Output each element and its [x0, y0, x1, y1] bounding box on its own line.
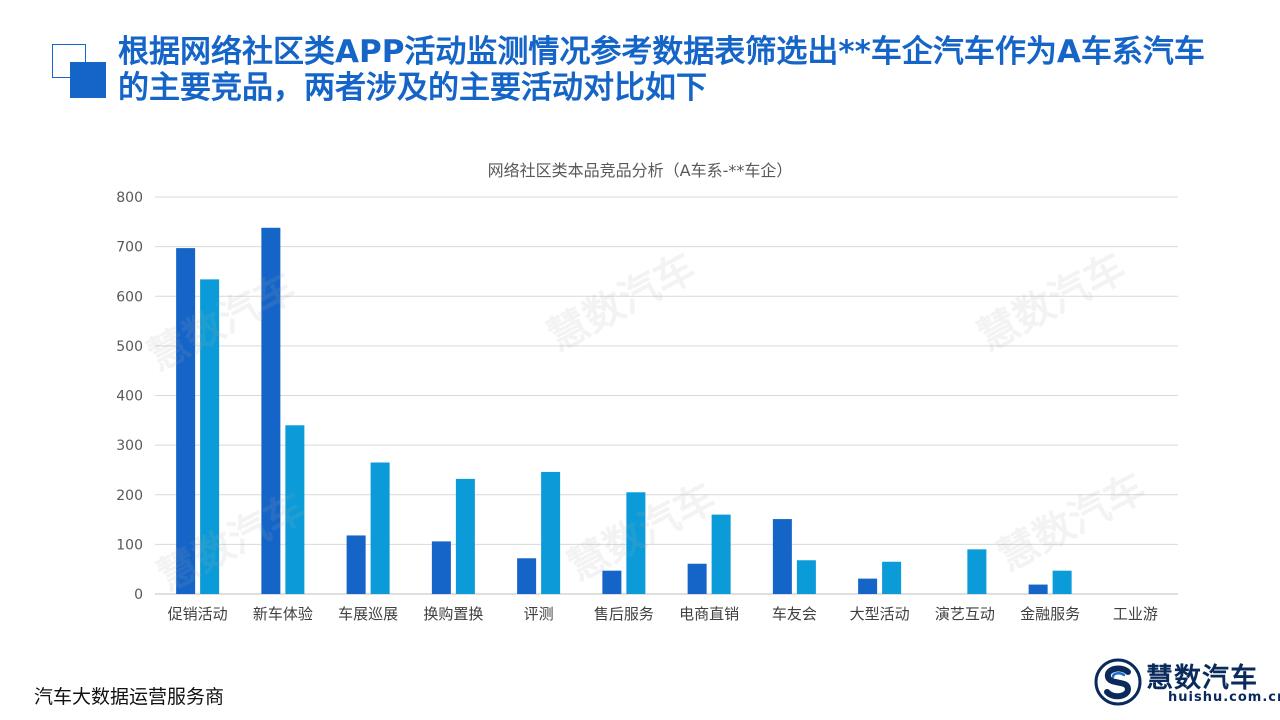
bar: [858, 578, 878, 594]
footer-tagline: 汽车大数据运营服务商: [34, 686, 225, 708]
y-tick-label: 400: [116, 389, 143, 405]
x-tick-label: 新车体验: [253, 605, 313, 623]
y-tick-label: 600: [116, 289, 143, 305]
x-tick-label: 换购置换: [423, 605, 483, 623]
y-tick-label: 0: [134, 587, 143, 603]
x-tick-label: 金融服务: [1020, 605, 1080, 623]
title-deco-outline-square: [52, 44, 86, 78]
x-tick-label: 电商直销: [679, 605, 739, 623]
x-tick-label: 促销活动: [168, 605, 228, 623]
x-tick-label: 演艺互动: [935, 605, 995, 623]
bar: [370, 462, 390, 594]
bar: [541, 471, 561, 594]
bar: [285, 425, 305, 594]
y-tick-label: 700: [116, 240, 143, 256]
title-decoration: [52, 44, 106, 98]
company-logo: 慧数汽车 huishu.com.cn: [1094, 656, 1280, 708]
logo-s-icon: [1094, 658, 1142, 706]
x-tick-label: 售后服务: [594, 605, 654, 623]
bar: [796, 560, 816, 594]
bar: [200, 279, 220, 594]
bar: [687, 563, 707, 594]
x-tick-label: 评测: [524, 605, 554, 623]
y-tick-label: 800: [116, 190, 143, 206]
bar: [602, 570, 622, 594]
chart-title: 网络社区类本品竞品分析（A车系-**车企）: [487, 161, 793, 180]
bar: [176, 248, 196, 594]
bar: [772, 519, 792, 594]
title-deco-filled-square: [70, 62, 106, 98]
y-tick-label: 500: [116, 339, 143, 355]
x-tick-label: 大型活动: [850, 605, 910, 623]
x-tick-label: 工业游: [1113, 605, 1158, 623]
bar: [626, 492, 646, 594]
y-tick-label: 300: [116, 438, 143, 454]
bar: [261, 227, 281, 594]
logo-url: huishu.com.cn: [1168, 690, 1280, 705]
bar: [517, 558, 537, 594]
bar: [431, 541, 451, 594]
x-tick-label: 车友会: [772, 605, 817, 623]
logo-name: 慧数汽车: [1146, 663, 1258, 694]
x-tick-label: 车展巡展: [338, 605, 398, 623]
y-tick-label: 100: [116, 537, 143, 553]
bar: [711, 514, 731, 594]
bar: [967, 549, 987, 594]
slide-title: 根据网络社区类APP活动监测情况参考数据表筛选出**车企汽车作为A车系汽车的主要…: [118, 34, 1205, 106]
bar: [455, 478, 475, 594]
bar: [1028, 584, 1048, 594]
bar: [882, 561, 902, 594]
bar: [1052, 570, 1072, 594]
y-tick-label: 200: [116, 488, 143, 504]
bar: [346, 535, 366, 594]
